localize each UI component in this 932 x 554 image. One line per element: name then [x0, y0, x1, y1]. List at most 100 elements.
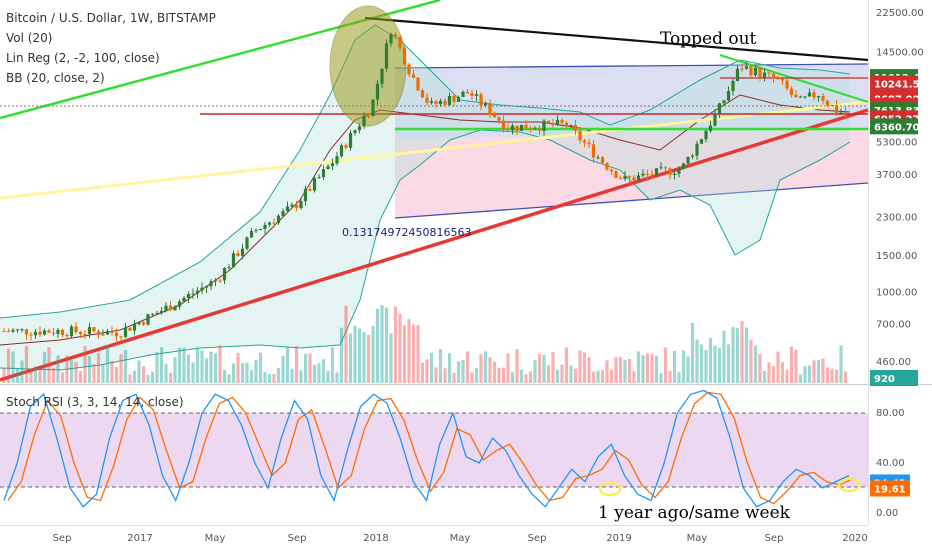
volume-bar [114, 367, 119, 383]
volume-bar [348, 333, 353, 383]
time-tick-label: May [205, 533, 226, 544]
volume-bar [704, 349, 708, 383]
candle-body [321, 169, 326, 178]
volume-bar [393, 306, 398, 383]
candle-body [186, 293, 191, 298]
volume-bar [533, 360, 537, 383]
candle-body [416, 77, 420, 91]
volume-bar [330, 347, 335, 383]
candle-body [542, 120, 546, 131]
time-axis-ticks: Sep 2017 May Sep 2018 May Sep 2019 May Sep 2020 [53, 533, 868, 544]
candle-body [83, 334, 87, 336]
price-badge [870, 75, 918, 92]
price-tick-label: 22500.00 [876, 8, 924, 19]
volume-bar [825, 367, 830, 383]
candle-body [38, 331, 42, 335]
candle-body [33, 331, 38, 336]
volume-bar [564, 347, 569, 383]
volume-bar [276, 368, 281, 383]
volume-bar [623, 359, 627, 383]
candle-body [213, 280, 218, 282]
volume-bar [105, 345, 110, 383]
candle-body [276, 215, 281, 223]
volume-bar [380, 305, 384, 383]
candle-body [78, 331, 83, 335]
volume-bar [303, 353, 308, 383]
volume-bar [11, 351, 15, 383]
price-badge [870, 118, 918, 135]
volume-bar [425, 359, 429, 383]
candle-body [713, 113, 717, 126]
volume-bar [758, 353, 762, 383]
volume-bar [474, 368, 479, 383]
stoch-rsi-lines [3, 389, 854, 508]
red-trendline [0, 108, 869, 382]
stoch-rsi-tick-label: 80.00 [876, 408, 905, 419]
candle-body [87, 327, 92, 335]
candle-body [137, 322, 141, 325]
candle-body [830, 105, 834, 107]
candle-body [92, 327, 96, 332]
volume-bar [321, 359, 326, 383]
candle-body [272, 222, 276, 224]
price-badge-label: 6360.70 [874, 122, 920, 133]
candle-body [344, 145, 348, 148]
volume-bar [753, 345, 758, 383]
yellow-support-line [0, 100, 869, 200]
volume-bar [312, 364, 317, 383]
candle-body [695, 143, 699, 156]
candle-body [330, 163, 335, 167]
candle-body [636, 175, 641, 181]
time-tick-label: Sep [765, 533, 784, 544]
indicator-vol: Vol (20) [6, 31, 52, 45]
candle-body [551, 123, 555, 125]
volume-bar [200, 350, 204, 383]
candle-body [614, 171, 618, 178]
volume-bar [465, 351, 470, 383]
volume-bar [488, 357, 492, 383]
volume-bar [434, 367, 438, 383]
candle-body [492, 114, 497, 118]
candle-body [560, 119, 564, 123]
volume-bar [155, 352, 159, 383]
candle-body [650, 174, 654, 176]
candle-body [564, 122, 569, 127]
candle-body [497, 117, 501, 121]
volume-bar [56, 355, 60, 383]
volume-bar [231, 363, 236, 383]
volume-bar [240, 363, 245, 383]
time-tick-label: 2020 [842, 533, 867, 544]
volume-bar [87, 355, 92, 383]
candle-body [191, 293, 195, 295]
candle-body [353, 130, 357, 134]
volume-bar [132, 370, 137, 383]
volume-bar [578, 350, 582, 383]
candle-body [623, 176, 627, 179]
stoch-rsi-badge [870, 480, 910, 497]
price-tick-label: 5300.00 [876, 138, 917, 149]
candle-body [771, 73, 776, 79]
volume-bar [375, 308, 380, 383]
volume-bar [164, 364, 168, 383]
candle-body [596, 157, 600, 159]
stoch-rsi-d-line [7, 391, 854, 505]
black-resistance-line [364, 16, 869, 62]
lin-reg-upper-line [394, 63, 869, 69]
candle-body [569, 124, 573, 127]
volume-bar [65, 355, 69, 383]
volume-bar [695, 339, 699, 383]
stoch-rsi-band [0, 413, 868, 487]
volume-bar [15, 367, 20, 383]
candlesticks [2, 32, 848, 342]
volume-bar [24, 345, 29, 383]
volume-bar [771, 366, 776, 383]
volume-bar [411, 324, 416, 383]
volume-bar [254, 359, 258, 383]
candle-body [776, 78, 780, 80]
volume-bar [596, 370, 600, 383]
candle-body [618, 177, 623, 179]
candle-body [380, 68, 384, 84]
candle-body [798, 96, 803, 98]
